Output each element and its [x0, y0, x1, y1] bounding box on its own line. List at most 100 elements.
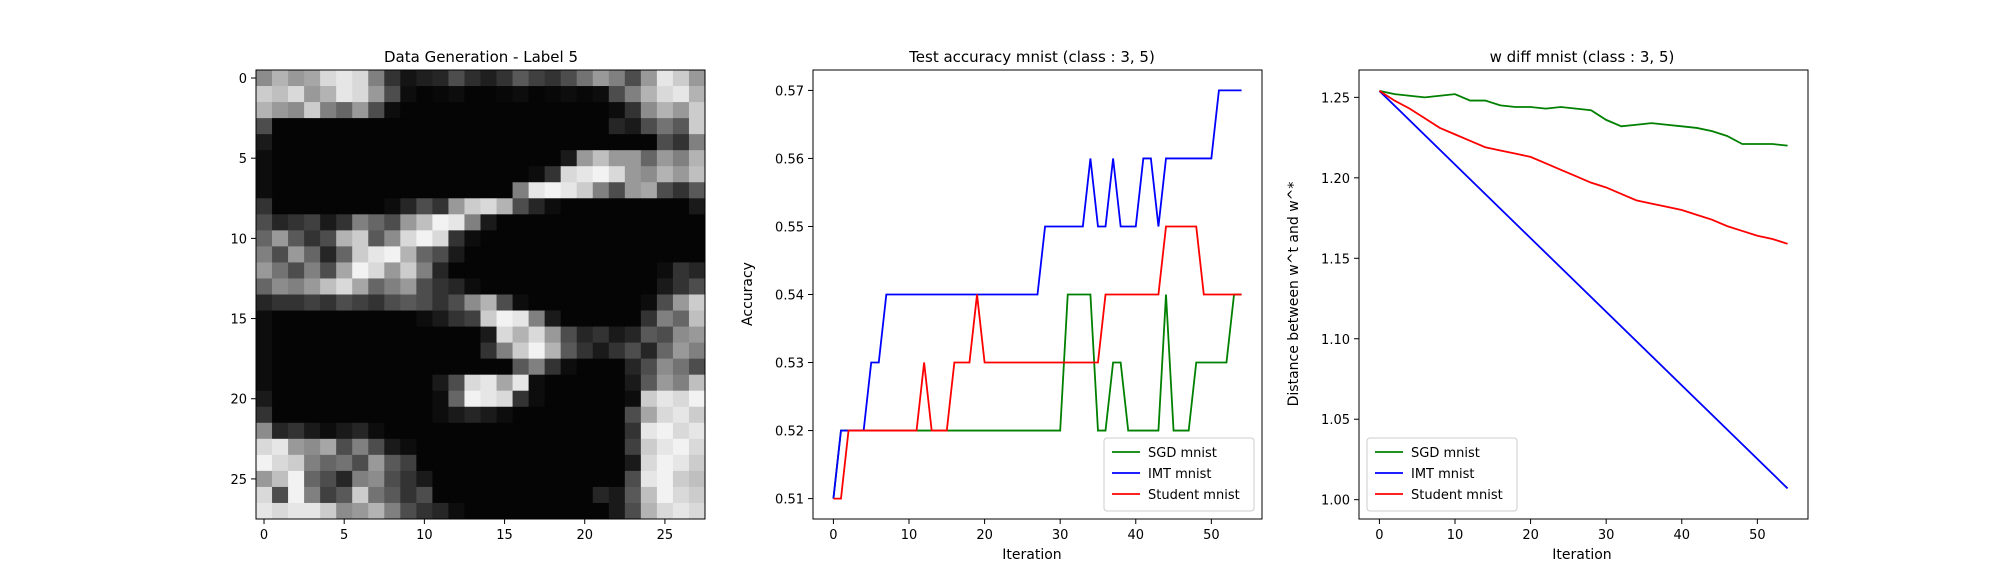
heatmap-cell — [544, 470, 562, 488]
heatmap-cell — [448, 310, 465, 327]
heatmap-cell — [672, 422, 690, 440]
heatmap-cell — [336, 118, 353, 135]
heatmap-cell — [288, 294, 305, 311]
heatmap-cell — [432, 406, 449, 424]
heatmap-cell — [288, 278, 305, 295]
heatmap-cell — [320, 262, 337, 279]
heatmap-cell — [416, 246, 433, 263]
y-tick-label: 1.05 — [1321, 413, 1350, 428]
heatmap-cell — [384, 182, 401, 199]
heatmap-cell — [640, 182, 658, 199]
heatmap-cell — [640, 214, 658, 231]
heatmap-cell — [352, 70, 369, 87]
heatmap-cell — [496, 182, 513, 199]
heatmap-cell — [256, 310, 273, 327]
heatmap-cell — [304, 150, 321, 167]
panel-heatmap: Data Generation - Label 5 0 5 10 15 20 25 0 5 10… — [230, 48, 706, 543]
heatmap-cell — [528, 102, 546, 119]
heatmap-cell — [640, 390, 658, 408]
heatmap-cell — [672, 182, 690, 199]
heatmap-cell — [528, 118, 546, 135]
heatmap-cell — [496, 294, 513, 311]
heatmap-cell — [480, 102, 497, 119]
heatmap-cell — [368, 230, 385, 247]
heatmap-cell — [320, 342, 337, 360]
heatmap-cell — [384, 214, 401, 231]
heatmap-cell — [688, 86, 706, 103]
heatmap-cell — [256, 214, 273, 231]
heatmap-cell — [576, 422, 594, 440]
heatmap-cell — [352, 470, 369, 488]
heatmap-cell — [416, 374, 433, 392]
heatmap-cell — [480, 246, 497, 263]
heatmap-cell — [368, 326, 385, 344]
heatmap-cell — [384, 406, 401, 424]
heatmap-cell — [608, 246, 626, 263]
heatmap-cell — [384, 166, 401, 183]
heatmap-cell — [672, 454, 690, 472]
heatmap-cell — [448, 278, 465, 295]
heatmap-cell — [688, 182, 706, 199]
heatmap-cell — [560, 182, 578, 199]
y-tick-label: 0.53 — [775, 357, 804, 372]
x-tick-label: 0 — [1375, 528, 1383, 543]
heatmap-cell — [480, 326, 497, 344]
heatmap-cell — [368, 278, 385, 295]
heatmap-cell — [304, 422, 321, 440]
heatmap-cell — [368, 166, 385, 183]
legend-label: Student mnist — [1411, 488, 1503, 503]
heatmap-cell — [496, 390, 513, 408]
heatmap-cell — [576, 342, 594, 360]
heatmap-cell — [288, 422, 305, 440]
heatmap-cell — [544, 166, 562, 183]
heatmap-cell — [400, 294, 417, 311]
heatmap-cell — [432, 246, 449, 263]
heatmap-cell — [448, 502, 465, 520]
heatmap-cell — [480, 262, 497, 279]
heatmap-cell — [688, 70, 706, 87]
heatmap-cell — [368, 358, 385, 376]
heatmap-cell — [688, 246, 706, 263]
heatmap-cell — [512, 150, 530, 167]
heatmap-cell — [576, 102, 594, 119]
heatmap-cell — [592, 342, 610, 360]
heatmap-cell — [432, 102, 449, 119]
heatmap-cell — [448, 358, 465, 376]
heatmap-cell — [576, 166, 594, 183]
heatmap-cell — [576, 390, 594, 408]
heatmap-cell — [512, 406, 530, 424]
heatmap-cell — [416, 134, 433, 151]
heatmap-cell — [496, 358, 513, 376]
heatmap-cell — [416, 438, 433, 456]
heatmap-cell — [528, 70, 546, 87]
heatmap-cell — [464, 150, 481, 167]
heatmap-cell — [592, 150, 610, 167]
heatmap-cell — [560, 118, 578, 135]
y-tick-label: 5 — [239, 152, 247, 167]
heatmap-cell — [672, 118, 690, 135]
heatmap-cell — [352, 342, 369, 360]
heatmap-cell — [496, 118, 513, 135]
heatmap-cell — [672, 278, 690, 295]
heatmap-cell — [624, 358, 642, 376]
heatmap-cell — [592, 422, 610, 440]
heatmap-cell — [416, 262, 433, 279]
heatmap-cell — [416, 278, 433, 295]
heatmap-cell — [656, 118, 674, 135]
x-tick-label: 50 — [1203, 528, 1220, 543]
heatmap-cell — [528, 502, 546, 520]
heatmap-cell — [384, 358, 401, 376]
heatmap-cell — [272, 310, 289, 327]
heatmap-cell — [640, 118, 658, 135]
heatmap-cell — [368, 470, 385, 488]
heatmap-cell — [448, 118, 465, 135]
heatmap-cell — [368, 150, 385, 167]
heatmap-cell — [256, 358, 273, 376]
heatmap-cell — [320, 102, 337, 119]
y-tick-label: 1.25 — [1321, 91, 1350, 106]
heatmap-cell — [336, 134, 353, 151]
heatmap-cell — [624, 198, 642, 215]
heatmap-cell — [256, 118, 273, 135]
x-tick-label: 20 — [1522, 528, 1539, 543]
